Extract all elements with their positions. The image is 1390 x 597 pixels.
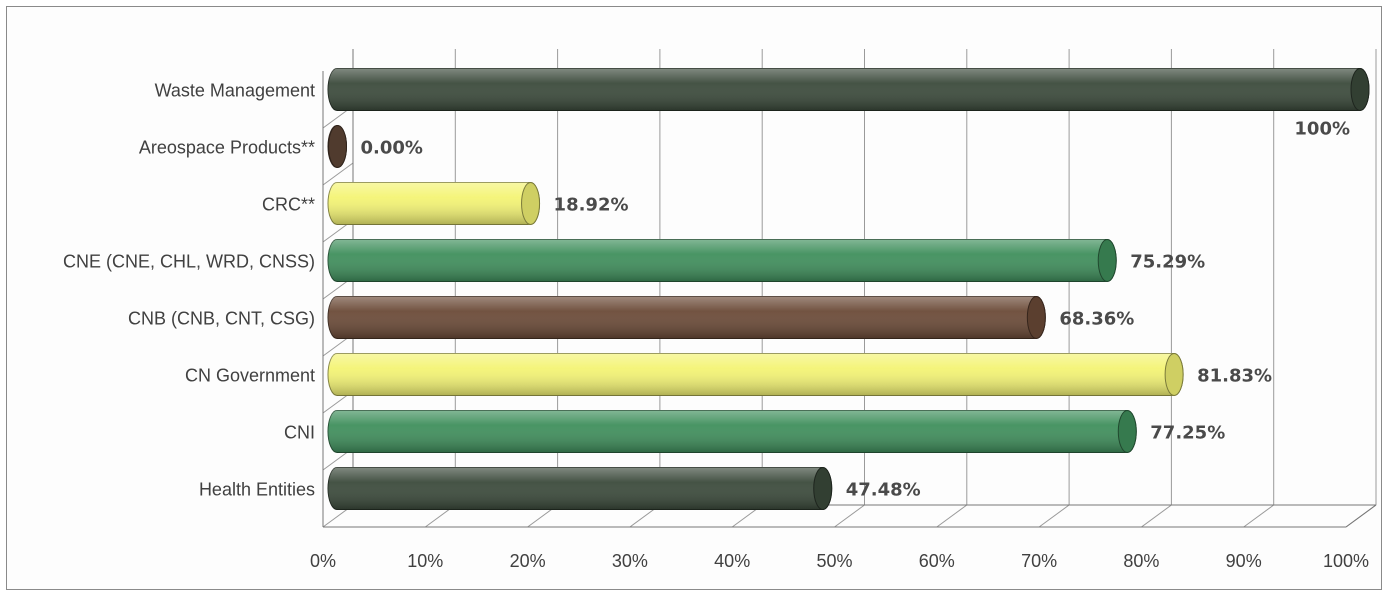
data-label: 81.83% (1197, 366, 1272, 387)
category-label: Areospace Products** (139, 138, 315, 158)
gridlines (322, 49, 1377, 528)
floor-gridline (936, 504, 968, 528)
data-label: 100% (1294, 119, 1350, 140)
bar-shading (328, 239, 1117, 282)
x-tick-label: 60% (919, 551, 955, 571)
labels: 0% 10% 20% 30% 40% 50% 60% 70% 80% 90% 100% Waste M… (63, 81, 1369, 572)
bar (327, 467, 833, 510)
bar (327, 353, 1184, 396)
x-tick-label: 70% (1021, 551, 1057, 571)
category-label: CN Government (185, 366, 315, 386)
floor-gridline (834, 504, 865, 528)
data-label: 47.48% (846, 480, 921, 501)
bar (327, 68, 1370, 111)
bar (327, 125, 347, 168)
bar-shading (328, 296, 1046, 339)
data-label: 77.25% (1150, 423, 1225, 444)
axes (322, 49, 1377, 528)
bar-end-cap (1164, 353, 1184, 396)
bar-end-cap (1350, 68, 1370, 111)
data-label: 18.92% (554, 195, 629, 216)
bars (327, 68, 1370, 510)
floor-right-edge (1345, 504, 1377, 528)
x-tick-label: 20% (510, 551, 546, 571)
bar-end-cap (813, 467, 833, 510)
x-tick-label: 10% (407, 551, 443, 571)
category-label: CNE (CNE, CHL, WRD, CNSS) (63, 252, 315, 272)
data-label: 0.00% (361, 138, 423, 159)
bar-shading (328, 410, 1137, 453)
data-label: 75.29% (1130, 252, 1205, 273)
bar-shading (328, 353, 1184, 396)
bar (327, 182, 541, 225)
bar (327, 239, 1117, 282)
bar-end-cap (1026, 296, 1046, 339)
x-tick-label: 90% (1226, 551, 1262, 571)
bar (327, 410, 1137, 453)
category-label: CNI (284, 423, 315, 443)
bar-end-cap (1117, 410, 1137, 453)
x-tick-label: 50% (816, 551, 852, 571)
bar-shading (328, 68, 1369, 111)
category-label: CNB (CNB, CNT, CSG) (128, 309, 315, 329)
bar-chart: 0% 10% 20% 30% 40% 50% 60% 70% 80% 90% 100% Waste M… (63, 49, 1377, 572)
data-label: 68.36% (1059, 309, 1134, 330)
floor-gridline (1243, 504, 1274, 528)
bar-end-cap (1097, 239, 1117, 282)
x-tick-label: 30% (612, 551, 648, 571)
category-separator (322, 162, 354, 186)
x-tick-label: 40% (714, 551, 750, 571)
floor-gridline (1038, 504, 1070, 528)
bar-end-cap (521, 182, 541, 225)
bar-shading (328, 467, 832, 510)
category-label: Waste Management (155, 81, 315, 101)
x-tick-label: 80% (1123, 551, 1159, 571)
bar (327, 296, 1046, 339)
bar-end-cap (328, 125, 347, 168)
category-label: Health Entities (199, 480, 315, 500)
x-tick-label: 0% (310, 551, 336, 571)
bar-shading (328, 182, 540, 225)
chart-area: 0% 10% 20% 30% 40% 50% 60% 70% 80% 90% 100% Waste M… (6, 6, 1382, 590)
floor-gridline (1141, 504, 1172, 528)
x-tick-label: 100% (1323, 551, 1369, 571)
category-label: CRC** (262, 195, 315, 215)
